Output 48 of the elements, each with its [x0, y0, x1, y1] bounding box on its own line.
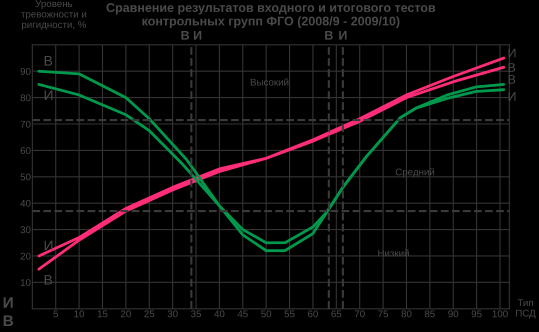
x-tick-label: 40: [214, 310, 224, 318]
x-tick-label: 100: [492, 310, 508, 318]
x-tick-label: 10: [74, 310, 84, 318]
x-tick-label: 50: [261, 310, 272, 318]
y-tick-label: 20: [20, 252, 31, 260]
x-tick-label: 65: [331, 310, 342, 318]
x-tick-label: 30: [168, 310, 178, 318]
chart-title: Сравнение результатов входного и итогового тестов контрольных групп ФГО (2008/9 - 2009/10): [106, 3, 436, 28]
y-axis-title: Уровень тревожности и ригидности, %: [21, 0, 86, 30]
y-tick-label: 60: [20, 147, 31, 154]
series-label: В: [508, 63, 516, 72]
x-tick-label: 55: [284, 310, 295, 318]
x-tick-label: 35: [190, 310, 202, 318]
ref-line-label: В: [325, 30, 333, 40]
x-tick-label: 15: [98, 310, 108, 318]
text: В: [4, 315, 14, 326]
x-tick-label: 80: [401, 310, 412, 318]
y-tick-label: 30: [20, 226, 31, 234]
text: И: [4, 297, 13, 308]
text: И: [508, 48, 516, 58]
ref-line-label: В И: [181, 30, 202, 40]
y-tick-label: 50: [20, 174, 31, 180]
series-label: И: [44, 90, 52, 100]
annotation: Низкий: [378, 249, 409, 257]
ref-line-label: И: [339, 30, 347, 40]
x-tick-label: 95: [472, 310, 482, 318]
x-tick-label: 70: [354, 310, 365, 318]
annotation: Высокий: [250, 78, 288, 86]
x-tick-label: 5: [53, 310, 58, 318]
text: И: [508, 92, 516, 101]
text: Тип ПСД: [516, 299, 536, 318]
y-tick-label: 80: [20, 94, 31, 102]
x-tick-label: 25: [144, 310, 154, 318]
y-tick-label: 10: [20, 279, 31, 286]
y-tick-label: 90: [20, 68, 31, 75]
y-tick-label: 40: [20, 200, 31, 207]
x-tick-label: 45: [238, 310, 248, 318]
x-tick-label: 85: [424, 310, 435, 318]
x-tick-label: 60: [308, 310, 318, 318]
series-label: И: [44, 240, 52, 250]
y-tick-label: 70: [20, 120, 31, 128]
series-label: В: [508, 75, 516, 84]
annotation: Средний: [396, 168, 434, 178]
text: В: [44, 275, 52, 285]
x-tick-label: 75: [378, 310, 388, 318]
x-tick-label: 90: [448, 310, 458, 318]
x-tick-label: 20: [120, 310, 131, 318]
text: В: [44, 56, 52, 66]
